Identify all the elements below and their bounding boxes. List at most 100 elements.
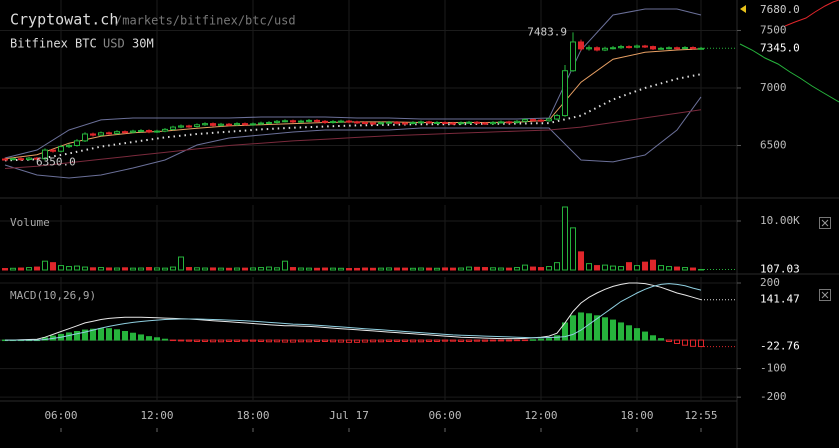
histogram-bar: [146, 336, 152, 341]
close-button[interactable]: [819, 289, 831, 301]
x-tick-label: 12:00: [140, 409, 173, 422]
histogram-bar: [130, 332, 136, 341]
close-box[interactable]: [819, 217, 831, 229]
volume-bar: [482, 267, 488, 271]
candle-body: [242, 123, 248, 126]
candle-body: [410, 121, 416, 124]
histogram-bar: [122, 331, 128, 341]
volume-bar: [466, 266, 472, 271]
volume-bar: [538, 267, 544, 271]
histogram-bar: [530, 339, 536, 341]
histogram-bar: [634, 328, 640, 341]
histogram-bar: [490, 339, 496, 342]
histogram-bar: [154, 337, 160, 341]
candle-body: [586, 47, 592, 50]
volume-bar: [122, 267, 128, 271]
candle-body: [154, 130, 160, 133]
close-button[interactable]: [819, 217, 831, 229]
histogram-bar: [458, 339, 464, 342]
volume-bar: [322, 267, 328, 271]
candle-body: [58, 146, 64, 152]
close-icon[interactable]: [821, 291, 829, 299]
volume-bar: [170, 266, 176, 271]
quote-currency: USD: [103, 37, 125, 51]
histogram-bar: [626, 325, 632, 341]
volume-bar: [394, 267, 400, 271]
candle-body: [114, 131, 120, 134]
candle-body: [466, 121, 472, 124]
volume-bar: [586, 263, 592, 271]
candle-body: [578, 41, 584, 50]
histogram-bar: [210, 339, 216, 343]
candle-body: [218, 123, 224, 126]
candle-body: [658, 47, 664, 50]
interval: 30M: [132, 37, 154, 51]
histogram-bar: [466, 339, 472, 342]
histogram-bar: [514, 339, 520, 342]
candle-body: [458, 122, 464, 125]
histogram-bar: [66, 332, 72, 341]
volume-bar: [402, 267, 408, 271]
last-volume-label: 107.03: [760, 262, 800, 275]
depth-bids: [739, 43, 839, 103]
close-box[interactable]: [819, 289, 831, 301]
candle-body: [346, 120, 352, 123]
candle-body: [370, 122, 376, 125]
histogram-bar: [650, 335, 656, 341]
candle-body: [202, 123, 208, 126]
histogram-bar: [682, 339, 688, 346]
candle-body: [498, 121, 504, 124]
x-tick-label: 12:00: [524, 409, 557, 422]
volume-bar: [42, 260, 48, 271]
candle-body: [146, 130, 152, 133]
candle-body: [34, 157, 40, 160]
histogram-bar: [282, 339, 288, 343]
candle-body: [610, 47, 616, 50]
histogram-bar: [426, 339, 432, 342]
volume-bar: [250, 267, 256, 271]
volume-bar: [426, 267, 432, 271]
histogram-bar: [106, 328, 112, 341]
volume-bar: [602, 264, 608, 271]
candle-body: [74, 140, 80, 146]
volume-bar: [458, 267, 464, 271]
ask-marker-label: 7680.0: [760, 3, 800, 16]
candle-body: [90, 133, 96, 136]
last-price-label: 7345.0: [760, 41, 800, 54]
indicator-line: [4, 96, 702, 179]
histogram-bar: [290, 339, 296, 343]
candle-body: [42, 149, 48, 160]
histogram-bar: [658, 338, 664, 341]
histogram-bar: [266, 339, 272, 343]
candle-body: [434, 121, 440, 124]
volume-bar: [114, 267, 120, 271]
candle-body: [362, 121, 368, 124]
histogram-bar: [394, 339, 400, 342]
histogram-bar: [314, 339, 320, 342]
volume-bar: [554, 262, 560, 271]
candle-body: [98, 132, 104, 136]
volume-bar: [106, 267, 112, 271]
histogram-bar: [378, 339, 384, 343]
candle-body: [266, 121, 272, 124]
volume-bar: [218, 267, 224, 271]
x-tick-label: 12:55: [684, 409, 717, 422]
histogram-bar: [602, 317, 608, 341]
candle-body: [546, 118, 552, 122]
histogram-bar: [522, 339, 528, 342]
candle-body: [514, 120, 520, 123]
volume-bar: [186, 267, 192, 271]
candle-body: [626, 46, 632, 49]
panel-title: Volume: [10, 216, 50, 229]
candle-body: [474, 121, 480, 124]
histogram-bar: [138, 334, 144, 341]
histogram-bar: [274, 339, 280, 343]
histogram-bar: [586, 313, 592, 341]
close-icon[interactable]: [821, 219, 829, 227]
candle-body: [274, 120, 280, 123]
volume-bar: [634, 265, 640, 271]
market-path: /markets/bitfinex/btc/usd: [115, 14, 296, 28]
histogram-bar: [306, 339, 312, 343]
volume-bar: [258, 267, 264, 271]
